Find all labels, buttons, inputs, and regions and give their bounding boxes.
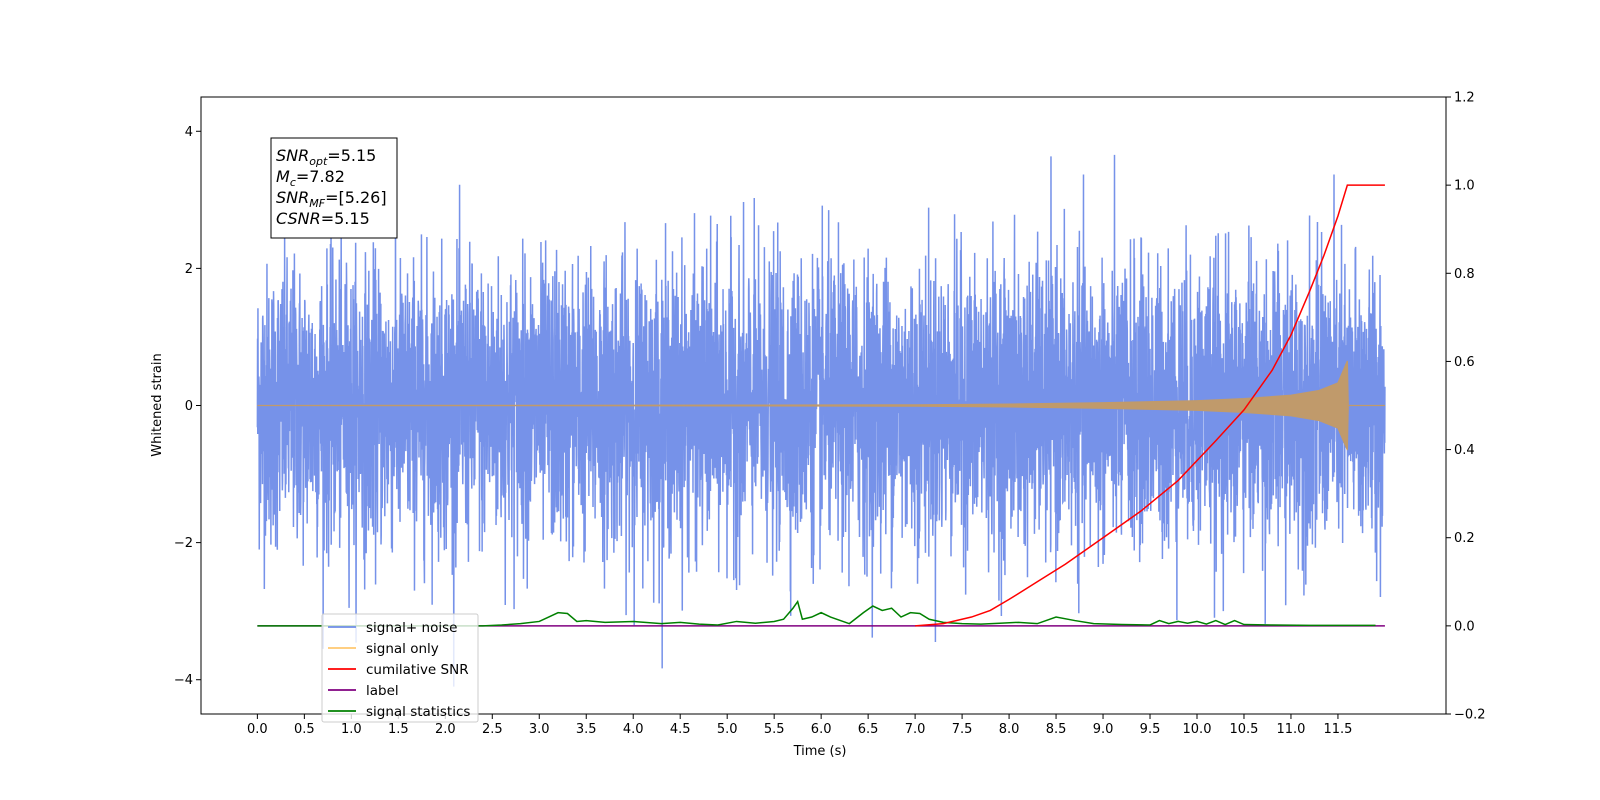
legend-label: label: [366, 683, 399, 699]
y2-tick-label: 0.0: [1454, 619, 1475, 634]
x-tick-label: 10.0: [1183, 722, 1212, 737]
series-cumulative-snr-line: [915, 184, 1385, 627]
y2-tick-label: 1.2: [1454, 91, 1475, 106]
x-tick-label: 7.5: [952, 722, 973, 737]
series-layer: [256, 154, 1386, 687]
info-box-frame: [270, 137, 398, 239]
legend: signal+ noise signal only cumilative SNR la…: [321, 613, 479, 723]
y-tick-label: 2: [185, 262, 193, 277]
y-tick-label: 0: [185, 399, 193, 414]
info-box: SNRopt=5.15 Mc=7.82 SNRMF=[5.26] CSNR=5.15: [270, 137, 398, 239]
info-line-label: SNR: [276, 188, 309, 207]
info-box-text: SNRopt=5.15 Mc=7.82 SNRMF=[5.26] CSNR=5.15: [276, 146, 387, 228]
x-tick-label: 0.0: [247, 722, 268, 737]
series-signal-statistics-line: [257, 599, 1376, 627]
x-tick-label: 2.0: [435, 722, 456, 737]
info-line-value: =7.82: [296, 167, 345, 186]
x-axis-title: Time (s): [793, 744, 847, 759]
x-axis: 0.0 0.5 1.0 1.5 2.0 2.5 3.0 3.5 4.0 4.5 5.0 5.5 6.0 6…: [247, 714, 1352, 737]
y-axis-left: −4 −2 0 2 4: [174, 125, 201, 688]
x-tick-label: 6.5: [858, 722, 879, 737]
x-tick-label: 11.0: [1276, 722, 1305, 737]
x-tick-label: 5.0: [717, 722, 738, 737]
info-line-subscript: c: [290, 176, 296, 189]
y2-tick-label: −0.2: [1454, 708, 1486, 723]
info-line-label: SNR: [276, 146, 309, 165]
info-line-value: =5.15: [321, 209, 370, 228]
y2-tick-label: 0.4: [1454, 443, 1475, 458]
x-tick-label: 10.5: [1230, 722, 1259, 737]
x-tick-label: 9.5: [1140, 722, 1161, 737]
info-line-subscript: opt: [309, 155, 328, 168]
legend-frame: [321, 613, 479, 723]
y2-tick-label: 1.0: [1454, 179, 1475, 194]
x-tick-label: 4.5: [670, 722, 691, 737]
legend-label: signal+ noise: [366, 620, 457, 636]
info-line-subscript: MF: [309, 197, 325, 210]
y-tick-label: 4: [185, 125, 193, 140]
x-tick-label: 1.5: [388, 722, 409, 737]
x-tick-label: 8.5: [1046, 722, 1067, 737]
y-axis-title: Whitened strain: [150, 353, 165, 456]
y2-tick-label: 0.8: [1454, 267, 1475, 282]
y2-tick-label: 0.2: [1454, 531, 1475, 546]
x-tick-label: 11.5: [1323, 722, 1352, 737]
x-tick-label: 4.0: [623, 722, 644, 737]
info-line-label: CSNR: [276, 209, 321, 228]
x-tick-label: 8.0: [999, 722, 1020, 737]
x-tick-label: 6.0: [811, 722, 832, 737]
y-tick-label: −2: [174, 536, 193, 551]
x-tick-label: 5.5: [764, 722, 785, 737]
x-tick-label: 3.0: [529, 722, 550, 737]
y-axis-right: −0.2 0.0 0.2 0.4 0.6 0.8 1.0 1.2: [1446, 91, 1486, 723]
info-line-label: M: [276, 167, 290, 186]
x-tick-label: 7.0: [905, 722, 926, 737]
legend-label: cumilative SNR: [366, 662, 469, 678]
series-signal-only-area: [257, 360, 1385, 451]
x-tick-label: 1.0: [341, 722, 362, 737]
series-signal-noise-line: [256, 154, 1386, 687]
legend-label: signal statistics: [366, 704, 470, 720]
info-line-value: =5.15: [327, 146, 376, 165]
info-line-value: =[5.26]: [325, 188, 387, 207]
y2-tick-label: 0.6: [1454, 355, 1475, 370]
x-tick-label: 9.0: [1093, 722, 1114, 737]
x-tick-label: 0.5: [294, 722, 315, 737]
x-tick-label: 2.5: [482, 722, 503, 737]
y-tick-label: −4: [174, 673, 193, 688]
x-tick-label: 3.5: [576, 722, 597, 737]
legend-label: signal only: [366, 641, 439, 657]
